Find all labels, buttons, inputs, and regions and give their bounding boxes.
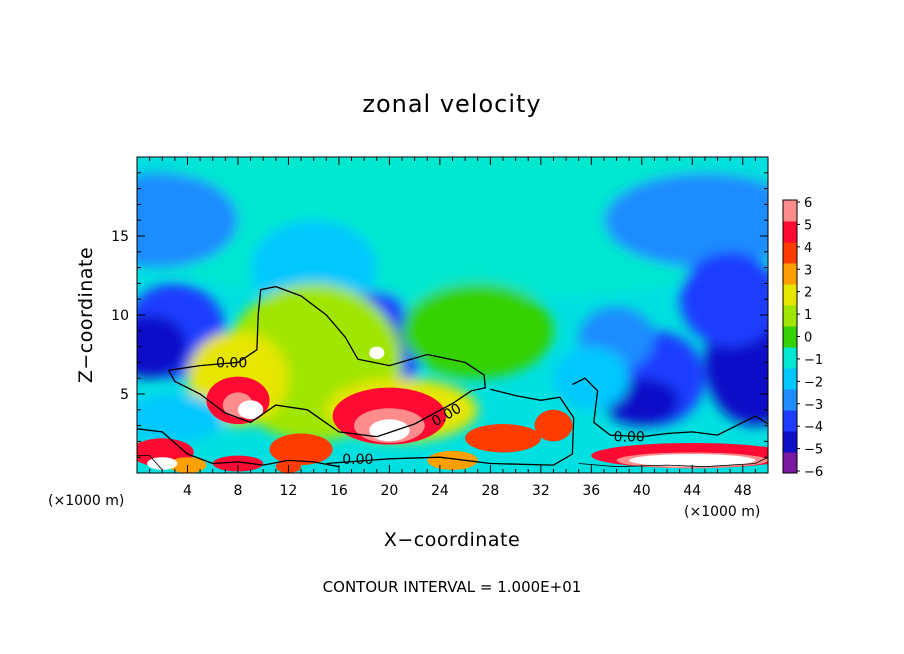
- colorbar-swatch: [783, 200, 797, 222]
- x-tick-label: 36: [582, 483, 600, 499]
- chart-title: zonal velocity: [362, 90, 541, 118]
- colorbar-swatch: [783, 431, 797, 453]
- field-region: [553, 346, 630, 410]
- x-axis: 4 8 12 16 20 24 28 32 36 40 44 48: [149, 157, 756, 499]
- colorbar-tick-label: 5: [804, 218, 812, 233]
- colorbar-swatch: [783, 284, 797, 306]
- x-tick-label: 44: [683, 483, 701, 499]
- colorbar-tick-label: 1: [804, 308, 812, 323]
- x-tick-label: 20: [380, 483, 398, 499]
- field-region: [603, 172, 768, 268]
- x-tick-label: 48: [734, 483, 752, 499]
- colorbar-tick-label: −6: [804, 465, 823, 480]
- x-tick-label: 32: [532, 483, 550, 499]
- zero-contour-line: [326, 388, 575, 466]
- colorbar-tick-label: −1: [804, 353, 823, 368]
- colorbar-tick-label: 3: [804, 263, 812, 278]
- field-peak: [237, 400, 264, 420]
- field-core: [534, 409, 573, 442]
- contour-label: 0.00: [342, 452, 373, 468]
- zero-contour-line: [572, 377, 769, 438]
- colorbar-tick-label: −4: [804, 420, 823, 435]
- zero-contour-line: [168, 285, 487, 438]
- y-axis: 5 10 15: [111, 172, 768, 458]
- contour-label: 0.00: [614, 430, 645, 446]
- colorbar-tick-label: −5: [804, 443, 823, 458]
- x-tick-label: 12: [280, 483, 298, 499]
- zero-contours: 0.000.000.000.00: [136, 285, 769, 471]
- field-region: [402, 283, 554, 379]
- y-axis-label: Z−coordinate: [75, 247, 97, 383]
- x-tick-label: 16: [330, 483, 348, 499]
- x-unit-left: (×1000 m): [48, 493, 124, 509]
- field-peak: [629, 454, 756, 467]
- colorbar-swatch: [783, 326, 797, 348]
- y-tick-label: 15: [111, 229, 129, 245]
- field-peak: [369, 346, 385, 360]
- colorbar-tick-label: −2: [804, 375, 823, 390]
- colorbar-swatch: [783, 305, 797, 327]
- x-unit-right: (×1000 m): [684, 504, 760, 520]
- x-tick-label: 28: [481, 483, 499, 499]
- x-tick-label: 4: [183, 483, 192, 499]
- colorbar-swatch: [783, 347, 797, 369]
- colorbar: 6 5 4 3 2 1 0 −1 −2 −3 −4 −5 −6: [782, 196, 823, 480]
- plot-area: 0.000.000.000.00: [136, 156, 769, 474]
- colorbar-swatch: [783, 389, 797, 411]
- y-tick-label: 10: [111, 308, 129, 324]
- colorbar-swatch: [783, 452, 797, 474]
- surface-contour-line: [578, 456, 769, 468]
- colorbar-tick-label: 0: [804, 331, 812, 346]
- colorbar-swatch: [783, 410, 797, 432]
- zero-contour-line: [136, 428, 340, 468]
- x-tick-label: 8: [233, 483, 242, 499]
- field-core: [212, 455, 264, 472]
- field-peak: [147, 457, 178, 470]
- colorbar-tick-label: 4: [804, 241, 812, 256]
- field-region: [679, 251, 768, 347]
- colorbar-tick-label: 2: [804, 286, 812, 301]
- contour-label: 0.00: [216, 355, 247, 371]
- field-core: [269, 433, 333, 466]
- colorbar-swatch: [783, 368, 797, 390]
- colorbar-swatch: [783, 221, 797, 243]
- y-tick-label: 5: [120, 387, 129, 403]
- velocity-field: [137, 157, 768, 473]
- colorbar-swatch: [783, 263, 797, 285]
- field-peak: [369, 419, 410, 442]
- field-region: [137, 394, 226, 442]
- contour-interval-note: CONTOUR INTERVAL = 1.000E+01: [323, 578, 582, 596]
- colorbar-tick-label: 6: [804, 196, 812, 211]
- x-tick-label: 24: [431, 483, 449, 499]
- x-tick-label: 40: [633, 483, 651, 499]
- colorbar-tick-label: −3: [804, 398, 823, 413]
- field-core: [465, 424, 541, 453]
- field-region: [137, 172, 238, 268]
- surface-contour-line: [137, 455, 163, 471]
- colorbar-swatch: [783, 242, 797, 264]
- field-region: [137, 315, 188, 379]
- x-axis-label: X−coordinate: [384, 529, 520, 551]
